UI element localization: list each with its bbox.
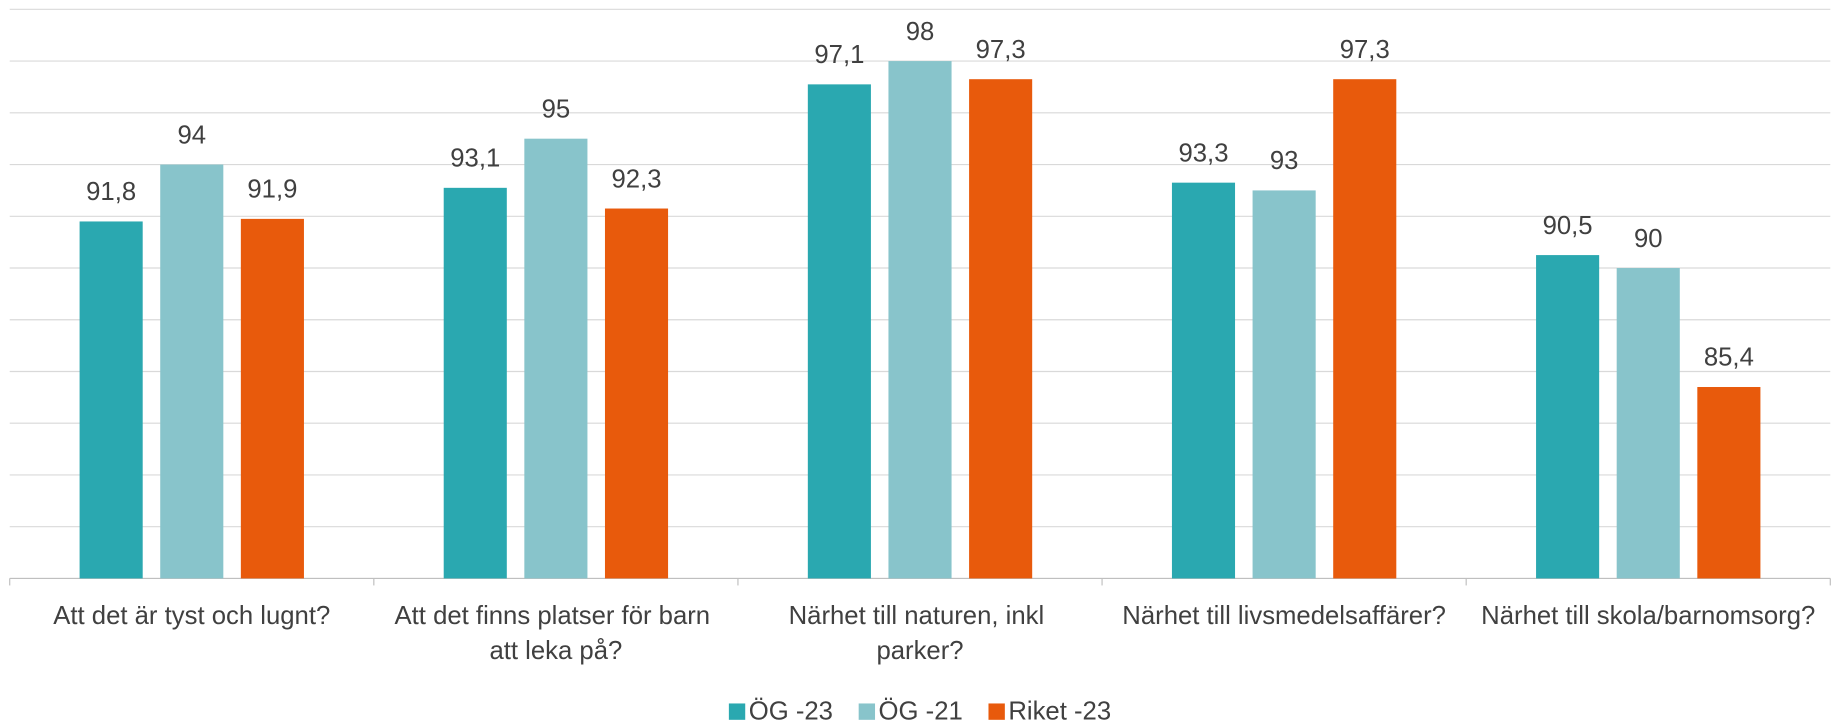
data-label: 85,4 xyxy=(1704,344,1754,372)
bar xyxy=(160,164,224,579)
data-label: 90 xyxy=(1634,225,1663,253)
legend-swatch xyxy=(728,703,746,720)
data-label: 97,1 xyxy=(814,41,864,69)
data-label: 91,9 xyxy=(247,176,297,204)
bar xyxy=(1333,79,1397,579)
x-tick-label: Närhet till naturen, inkl parker? xyxy=(789,602,1052,665)
data-label: 93 xyxy=(1270,147,1299,175)
legend-swatch xyxy=(988,703,1005,720)
data-label: 98 xyxy=(906,18,935,46)
legend-label: ÖG -21 xyxy=(879,698,963,726)
bar xyxy=(807,84,871,579)
bar xyxy=(443,187,507,579)
bar xyxy=(1616,268,1680,579)
legend-label: Riket -23 xyxy=(1008,698,1111,726)
data-label: 95 xyxy=(542,95,571,123)
bar xyxy=(524,138,588,579)
bar xyxy=(604,208,669,579)
x-tick-label: Närhet till livsmedelsaffärer? xyxy=(1122,602,1446,630)
bar xyxy=(79,221,143,579)
data-label: 91,8 xyxy=(86,178,136,206)
x-tick-label: Att det finns platser för barn att leka … xyxy=(395,602,718,665)
bar xyxy=(1697,387,1761,579)
data-label: 94 xyxy=(177,121,206,149)
bar xyxy=(1252,190,1316,579)
legend: ÖG -23 ÖG -21 Riket -23 xyxy=(728,698,1111,726)
legend-label: ÖG -23 xyxy=(749,698,833,726)
x-tick-label: Att det är tyst och lugnt? xyxy=(53,602,330,630)
bar xyxy=(1536,255,1600,579)
data-label: 92,3 xyxy=(612,165,662,193)
legend-swatch xyxy=(858,703,876,720)
data-label: 97,3 xyxy=(1340,36,1390,64)
data-label: 93,3 xyxy=(1178,139,1228,167)
data-label: 97,3 xyxy=(976,36,1026,64)
bar xyxy=(1171,182,1236,579)
x-tick-label: Närhet till skola/barnomsorg? xyxy=(1481,602,1815,630)
bar xyxy=(969,79,1033,579)
bar xyxy=(888,61,952,579)
data-label: 93,1 xyxy=(450,145,500,173)
data-label: 90,5 xyxy=(1543,212,1593,240)
bar xyxy=(240,218,304,579)
